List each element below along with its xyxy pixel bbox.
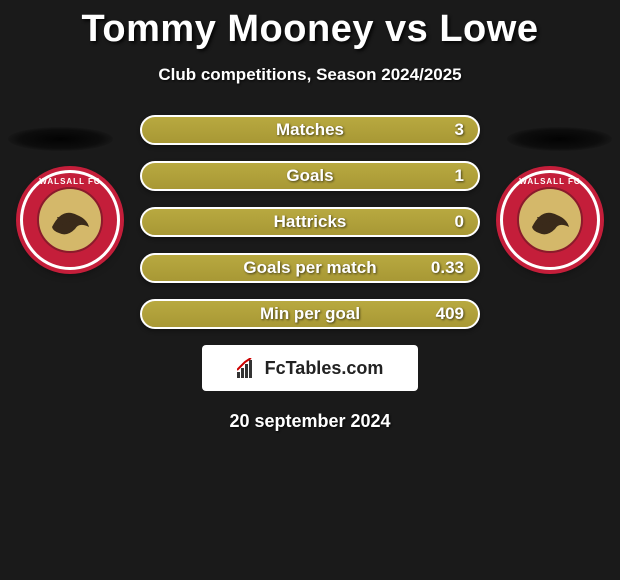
stat-label: Goals per match <box>142 258 478 278</box>
club-crest-right: WALSALL FC <box>500 170 600 270</box>
stats-bars: Matches 3 Goals 1 Hattricks 0 Goals per … <box>140 115 480 329</box>
swift-bird-icon <box>47 197 93 243</box>
club-crest-left: WALSALL FC <box>20 170 120 270</box>
stat-label: Hattricks <box>142 212 478 232</box>
crest-left-text: WALSALL FC <box>23 177 117 186</box>
date-text: 20 september 2024 <box>0 411 620 432</box>
page-subtitle: Club competitions, Season 2024/2025 <box>0 65 620 85</box>
swift-bird-icon <box>527 197 573 243</box>
brand-label: FcTables.com <box>265 358 384 379</box>
stat-label: Min per goal <box>142 304 478 324</box>
crest-right-text: WALSALL FC <box>503 177 597 186</box>
stat-row: Hattricks 0 <box>140 207 480 237</box>
stat-value: 1 <box>455 166 464 186</box>
shadow-right <box>507 127 612 151</box>
bar-chart-icon <box>237 358 259 378</box>
stat-value: 409 <box>436 304 464 324</box>
shadow-left <box>8 127 113 151</box>
stat-row: Goals per match 0.33 <box>140 253 480 283</box>
stat-label: Matches <box>142 120 478 140</box>
stat-row: Goals 1 <box>140 161 480 191</box>
brand-box[interactable]: FcTables.com <box>202 345 418 391</box>
stat-value: 0 <box>455 212 464 232</box>
page-title: Tommy Mooney vs Lowe <box>0 0 620 51</box>
stat-label: Goals <box>142 166 478 186</box>
comparison-content: WALSALL FC WALSALL FC Matches 3 <box>0 115 620 432</box>
stat-row: Matches 3 <box>140 115 480 145</box>
stat-row: Min per goal 409 <box>140 299 480 329</box>
stat-value: 3 <box>455 120 464 140</box>
stat-value: 0.33 <box>431 258 464 278</box>
